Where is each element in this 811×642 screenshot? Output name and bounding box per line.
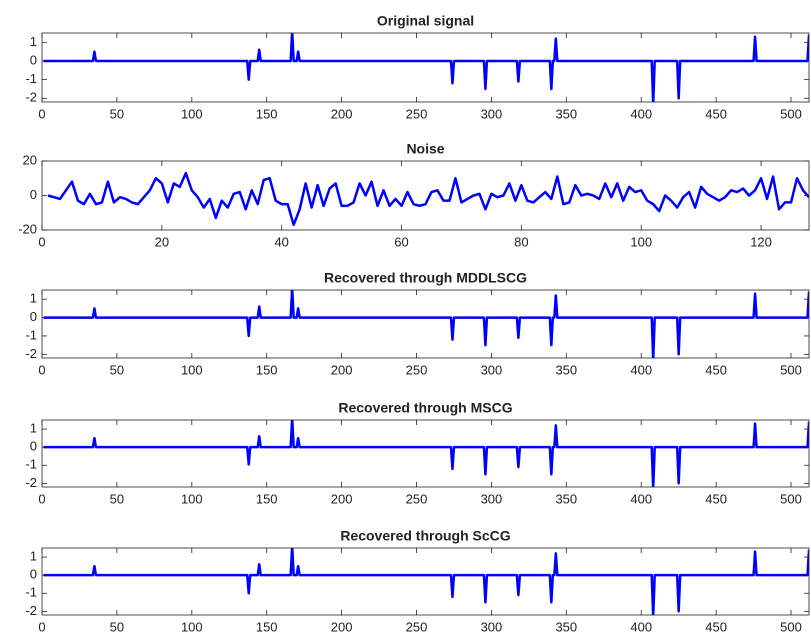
signal-line [43, 290, 809, 358]
x-tick-label: 300 [481, 362, 503, 377]
x-tick-label: 200 [331, 619, 353, 634]
y-tick-label: 1 [30, 420, 37, 435]
x-tick-label: 0 [38, 362, 45, 377]
x-tick-label: 150 [256, 106, 278, 121]
y-tick-label: 0 [30, 309, 37, 324]
x-tick-label: 450 [705, 491, 727, 506]
signal-line [43, 33, 809, 102]
x-tick-label: 250 [406, 106, 428, 121]
y-tick-label: -1 [25, 585, 37, 600]
x-tick-label: 350 [555, 106, 577, 121]
x-tick-label: 500 [780, 362, 802, 377]
axes-box [41, 160, 810, 231]
y-tick-label: 1 [30, 548, 37, 563]
x-tick-label: 350 [555, 491, 577, 506]
x-tick-label: 50 [110, 106, 124, 121]
x-tick-label: 80 [514, 234, 528, 249]
x-tick-label: 400 [630, 106, 652, 121]
x-tick-label: 50 [110, 362, 124, 377]
signal-line [47, 171, 809, 227]
y-tick-label: 20 [23, 152, 37, 167]
x-tick-label: 20 [155, 234, 169, 249]
x-tick-label: 100 [181, 106, 203, 121]
subplot: Recovered through ScCG 0 50 100 150 200 250 300… [25, 528, 810, 634]
x-tick-label: 200 [331, 106, 353, 121]
x-tick-label: 450 [705, 362, 727, 377]
axes-box [41, 289, 810, 359]
signal-line [43, 420, 809, 487]
x-tick-label: 200 [331, 491, 353, 506]
x-tick-label: 50 [110, 491, 124, 506]
subplot-title: Recovered through ScCG [340, 528, 510, 544]
y-tick-label: 1 [30, 34, 37, 49]
x-tick-label: 450 [705, 106, 727, 121]
y-tick-label: 0 [30, 567, 37, 582]
x-tick-label: 100 [181, 362, 203, 377]
x-tick-label: 500 [780, 106, 802, 121]
y-tick-label: -1 [25, 327, 37, 342]
y-tick-label: -1 [25, 71, 37, 86]
x-tick-label: 0 [38, 491, 45, 506]
y-tick-label: 0 [30, 439, 37, 454]
x-tick-label: 250 [406, 362, 428, 377]
x-tick-label: 400 [630, 362, 652, 377]
y-tick-label: -2 [25, 475, 37, 490]
x-tick-label: 0 [38, 234, 45, 249]
subplot: Recovered through MSCG 0 50 100 150 200 250 300… [25, 400, 810, 506]
subplot-title: Recovered through MSCG [338, 400, 512, 416]
x-tick-label: 500 [780, 491, 802, 506]
y-tick-label: 1 [30, 291, 37, 306]
x-tick-label: 40 [274, 234, 288, 249]
x-tick-label: 200 [331, 362, 353, 377]
subplot: Recovered through MDDLSCG 0 50 100 150 200 250… [25, 270, 810, 377]
x-tick-label: 50 [110, 619, 124, 634]
y-tick-label: -2 [25, 346, 37, 361]
y-tick-label: 0 [30, 187, 37, 202]
subplot-title: Original signal [377, 13, 474, 29]
y-tick-label: -2 [25, 603, 37, 618]
x-tick-label: 400 [630, 491, 652, 506]
signal-line [43, 548, 809, 615]
axes-box [41, 547, 810, 616]
x-tick-label: 300 [481, 106, 503, 121]
x-tick-label: 120 [750, 234, 772, 249]
subplot-title: Noise [406, 141, 444, 157]
x-tick-label: 60 [394, 234, 408, 249]
x-tick-label: 250 [406, 491, 428, 506]
x-tick-label: 300 [481, 491, 503, 506]
subplot-title: Recovered through MDDLSCG [324, 270, 527, 286]
x-tick-label: 250 [406, 619, 428, 634]
x-tick-label: 450 [705, 619, 727, 634]
x-tick-label: 400 [630, 619, 652, 634]
axes-box [41, 32, 810, 103]
x-tick-label: 350 [555, 362, 577, 377]
y-tick-label: -20 [18, 221, 37, 236]
x-tick-label: 300 [481, 619, 503, 634]
x-tick-label: 100 [181, 491, 203, 506]
x-tick-label: 350 [555, 619, 577, 634]
x-tick-label: 150 [256, 362, 278, 377]
x-tick-label: 500 [780, 619, 802, 634]
x-tick-label: 150 [256, 619, 278, 634]
x-tick-label: 150 [256, 491, 278, 506]
x-tick-label: 100 [181, 619, 203, 634]
x-tick-label: 0 [38, 619, 45, 634]
axes-box [41, 419, 810, 488]
subplot: Original signal 0 50 100 150 200 250 300 350 400 4… [25, 13, 810, 121]
y-tick-label: -1 [25, 457, 37, 472]
x-tick-label: 100 [630, 234, 652, 249]
y-tick-label: 0 [30, 52, 37, 67]
x-tick-label: 0 [38, 106, 45, 121]
y-tick-label: -2 [25, 90, 37, 105]
